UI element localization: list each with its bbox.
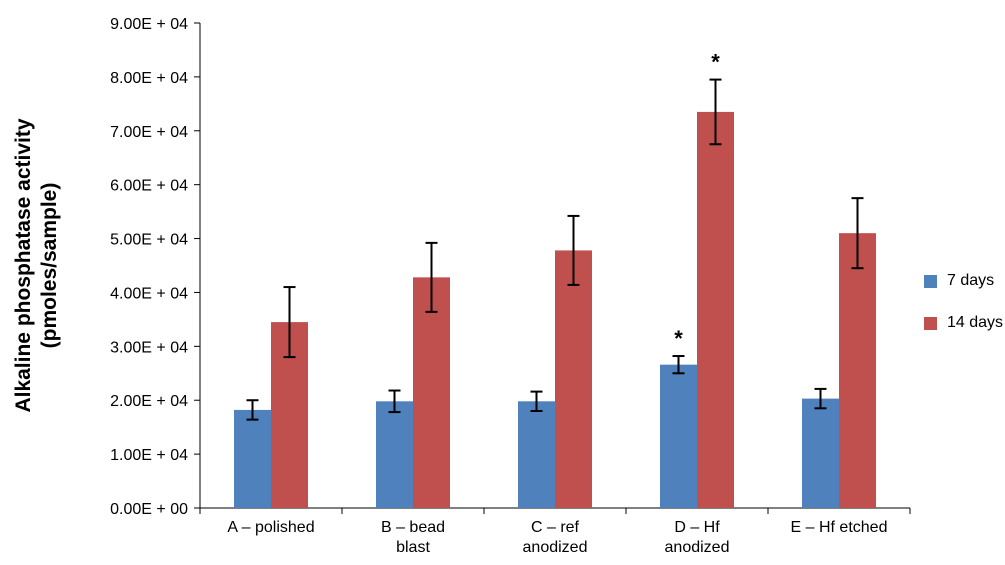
x-tick-label-line: B – bead (381, 519, 445, 536)
y-tick-label: 9.00E + 04 (110, 16, 188, 33)
y-axis-title-text: Alkaline phosphatase activity (pmoles/sam… (12, 118, 61, 412)
legend-swatch (924, 316, 937, 330)
x-tick-label-line: anodized (665, 539, 730, 556)
bar (660, 364, 697, 508)
y-tick-label: 5.00E + 04 (110, 232, 188, 249)
significance-marker: * (711, 50, 720, 75)
significance-marker: * (674, 326, 683, 351)
y-axis-title: Alkaline phosphatase activity (pmoles/sam… (12, 118, 61, 412)
bar (555, 250, 592, 508)
x-tick-label-line: D – Hf (674, 519, 720, 536)
y-tick-label: 0.00E + 00 (110, 501, 188, 518)
y-tick-label: 8.00E + 04 (110, 70, 188, 87)
legend: 7 days 14 days (924, 270, 1003, 354)
y-tick-label: 3.00E + 04 (110, 339, 188, 356)
x-axis: A – polished B – bead blast C – ref anodized… (199, 507, 911, 556)
x-tick-label-line: A – polished (227, 519, 314, 536)
bar (234, 409, 271, 508)
bar (839, 233, 876, 508)
y-axis: 0.00E + 00 1.00E + 04 2.00E + 04 3.00E + 04… (110, 16, 201, 518)
x-tick-label: D – Hf anodized (665, 519, 730, 556)
y-tick-label: 6.00E + 04 (110, 178, 188, 195)
y-tick-label: 1.00E + 04 (110, 447, 188, 464)
bars: ** (234, 50, 876, 509)
y-tick-label: 7.00E + 04 (110, 124, 188, 141)
y-axis-title-line: (pmoles/sample) (38, 183, 61, 349)
x-tick-label: B – bead blast (381, 519, 445, 556)
legend-item: 14 days (924, 312, 1003, 334)
bar (697, 111, 734, 509)
legend-label: 14 days (947, 314, 1004, 331)
bar (518, 401, 555, 508)
y-tick-label: 4.00E + 04 (110, 285, 188, 302)
y-axis-title-line: Alkaline phosphatase activity (12, 118, 35, 412)
bar (413, 277, 450, 508)
x-tick-label-line: E – Hf etched (791, 519, 888, 536)
y-tick-label: 2.00E + 04 (110, 393, 188, 410)
bar (802, 398, 839, 508)
legend-item: 7 days (924, 270, 1003, 292)
x-tick-label-line: anodized (523, 539, 588, 556)
legend-swatch (924, 274, 937, 288)
x-tick-label: E – Hf etched (791, 519, 888, 536)
x-tick-label-line: C – ref (531, 519, 580, 536)
x-tick-label: C – ref anodized (523, 519, 588, 556)
legend-label: 7 days (947, 272, 995, 289)
x-tick-label-line: blast (396, 539, 430, 556)
bar (376, 401, 413, 508)
x-tick-label: A – polished (227, 519, 314, 536)
